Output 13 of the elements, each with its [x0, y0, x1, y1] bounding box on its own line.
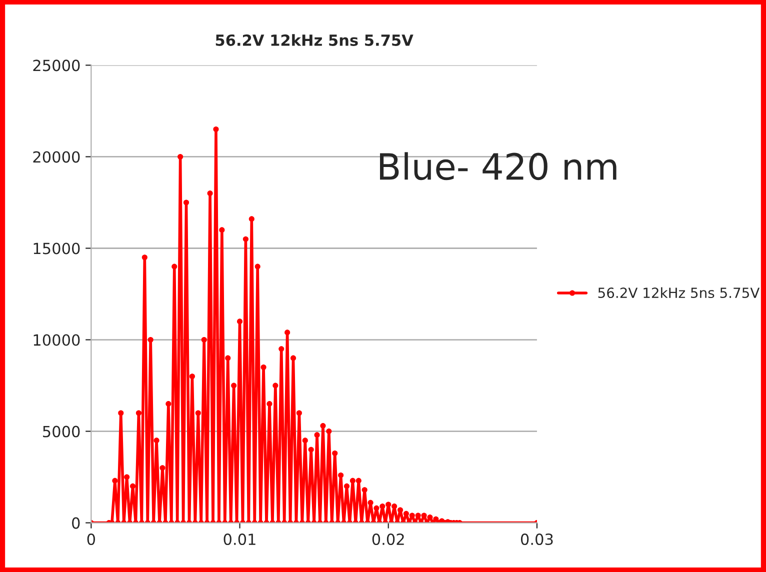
- chart-title: 56.2V 12kHz 5ns 5.75V: [216, 34, 414, 46]
- x-tick-label: 0: [87, 533, 95, 546]
- y-tick-label: 10000: [34, 334, 80, 346]
- y-tick-label: 5000: [43, 426, 80, 438]
- y-tick-label: 15000: [34, 242, 80, 254]
- x-tick-label: 0.01: [224, 533, 256, 546]
- x-tick-label: 0.03: [520, 533, 553, 546]
- annotation: Blue- 420 nm: [380, 152, 616, 180]
- x-tick-label: 0.02: [372, 533, 404, 546]
- y-tick-label: 25000: [33, 60, 80, 72]
- y-tick-label: 0: [72, 517, 80, 529]
- y-tick-label: 20000: [33, 151, 80, 163]
- legend-label: 56.2V 12kHz 5ns 5.75V: [598, 287, 760, 298]
